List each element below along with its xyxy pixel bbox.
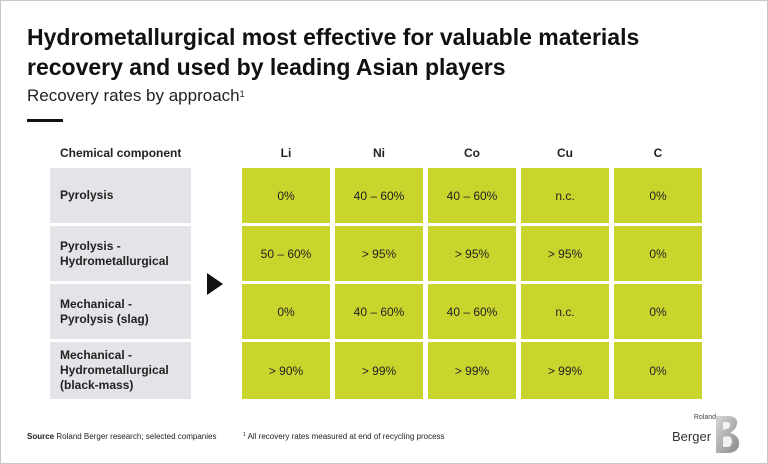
- row-header-label: Chemical component: [60, 146, 182, 160]
- footer-source: Source Roland Berger research; selected …: [27, 432, 216, 441]
- table-cell: 40 – 60%: [428, 168, 516, 223]
- column-header-cu: Cu: [557, 146, 573, 160]
- table-cell: 40 – 60%: [335, 168, 423, 223]
- table-cell: 0%: [614, 342, 702, 399]
- table-cell: > 95%: [335, 226, 423, 281]
- subtitle-text: Recovery rates by approach: [27, 86, 240, 105]
- subtitle-footnote-mark: 1: [239, 89, 245, 99]
- row-label: Mechanical - Pyrolysis (slag): [50, 284, 191, 339]
- title-rule: [27, 119, 63, 122]
- table-cell: n.c.: [521, 284, 609, 339]
- logo-main-text: Berger: [672, 429, 712, 444]
- footer-note: 1 All recovery rates measured at end of …: [243, 432, 445, 441]
- table-cell: 0%: [614, 284, 702, 339]
- column-header-ni: Ni: [373, 146, 385, 160]
- table-cell: > 99%: [335, 342, 423, 399]
- arrow-right-icon: [207, 273, 223, 295]
- column-header-li: Li: [280, 146, 292, 160]
- source-text: Roland Berger research; selected compani…: [56, 432, 217, 441]
- table-cell: 40 – 60%: [428, 284, 516, 339]
- note-text: All recovery rates measured at end of re…: [247, 432, 445, 441]
- table-cell: 0%: [242, 284, 330, 339]
- table-cell: 0%: [614, 226, 702, 281]
- table-cell: > 95%: [428, 226, 516, 281]
- row-label: Pyrolysis: [50, 168, 191, 223]
- note-mark: 1: [243, 432, 246, 438]
- slide-title: Hydrometallurgical most effective for va…: [27, 24, 640, 80]
- table-cell: > 90%: [242, 342, 330, 399]
- logo-b-icon: [716, 416, 740, 453]
- row-label: Mechanical - Hydrometallurgical (black-m…: [50, 342, 191, 399]
- source-label: Source: [27, 432, 55, 441]
- slide-subtitle: Recovery rates by approach1: [27, 85, 245, 107]
- table-cell: n.c.: [521, 168, 609, 223]
- column-header-co: Co: [464, 146, 480, 160]
- table-cell: > 95%: [521, 226, 609, 281]
- table-cell: 40 – 60%: [335, 284, 423, 339]
- column-header-c: C: [653, 146, 663, 160]
- row-label: Pyrolysis - Hydrometallurgical: [50, 226, 191, 281]
- table-cell: 0%: [242, 168, 330, 223]
- table-cell: 50 – 60%: [242, 226, 330, 281]
- table-cell: 0%: [614, 168, 702, 223]
- roland-berger-logo: Roland Berger: [672, 414, 742, 454]
- table-cell: > 99%: [521, 342, 609, 399]
- logo-small-text: Roland: [693, 414, 716, 421]
- table-cell: > 99%: [428, 342, 516, 399]
